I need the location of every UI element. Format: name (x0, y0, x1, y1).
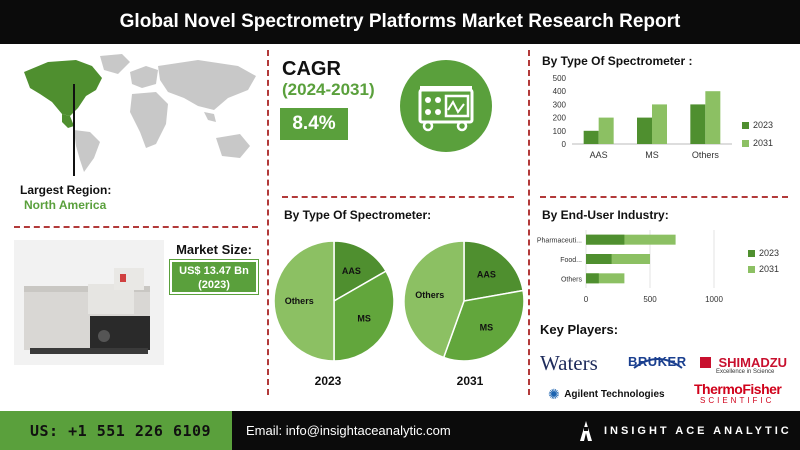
market-size-value: US$ 13.47 Bn (2023) (169, 259, 259, 295)
pie-title-2023: 2023 (314, 374, 342, 388)
market-size-amount: US$ 13.47 Bn (179, 265, 249, 277)
bar-ms-2031 (652, 104, 667, 144)
hbar-0-2023 (586, 234, 625, 245)
legend-swatch (748, 266, 755, 273)
pie-label: MS (480, 323, 494, 333)
world-map-icon (24, 54, 256, 172)
thermo-logo: ThermoFisher (694, 381, 782, 397)
pie-label: AAS (477, 269, 496, 279)
pie-label: MS (357, 313, 371, 323)
region-value: North America (24, 198, 107, 212)
pie-label: AAS (342, 266, 361, 276)
agilent-spark-icon: ✺ (548, 386, 560, 402)
footer-email[interactable]: Email: info@insightaceanalytic.com (232, 411, 800, 450)
hbar-2-2023 (586, 273, 599, 284)
legend-label: 2031 (759, 264, 779, 274)
bar-enduser-chart: 0 500 1000 Pharmaceuti... Food... Others 2023 2… (537, 230, 779, 304)
market-size-year: (2023) (198, 279, 230, 291)
agilent-name: Agilent Technologies (564, 389, 665, 400)
divider-right (528, 50, 530, 395)
page-title: Global Novel Spectrometry Platforms Mark… (0, 0, 800, 44)
bar-aas-2031 (598, 117, 614, 144)
hbar-2-2031 (586, 273, 625, 284)
cagr-years: (2024-2031) (282, 80, 375, 99)
y-tick-label: Food... (560, 257, 582, 264)
bar-enduser-title: By End-User Industry: (542, 208, 669, 222)
y-tick-label: 0 (562, 140, 567, 149)
legend-label: 2023 (759, 248, 779, 258)
y-tick-label: 400 (553, 87, 567, 96)
pie-slice-2031-others (403, 240, 465, 359)
shimadzu-mark-icon (700, 357, 711, 368)
x-tick-label: 1000 (705, 295, 723, 304)
waters-logo: Waters (540, 351, 598, 375)
instrument-illustration (14, 240, 164, 365)
pie-title-2031: 2031 (456, 374, 484, 388)
y-tick-label: 300 (553, 100, 567, 109)
legend-swatch (748, 250, 755, 257)
pies-title: By Type Of Spectrometer: (284, 208, 432, 222)
pie-label: Others (285, 296, 314, 306)
y-tick-label: Pharmaceuti... (537, 238, 582, 245)
x-tick-label: AAS (590, 150, 608, 160)
y-tick-label: 100 (553, 127, 567, 136)
agilent-logo: ✺ Agilent Technologies (548, 384, 665, 403)
shimadzu-logo: SHIMADZU (700, 354, 787, 372)
pie-slice-2023-aas (333, 240, 388, 303)
legend-label: 2023 (753, 120, 773, 130)
bar-aas-2023 (583, 130, 599, 144)
cagr-title: CAGR (282, 58, 341, 80)
footer: US: +1 551 226 6109 Email: info@insighta… (0, 411, 800, 450)
hbar-1-2031 (586, 254, 650, 264)
y-tick-label: 200 (553, 114, 567, 123)
shimadzu-name: SHIMADZU (718, 355, 788, 370)
shimadzu-tagline: Excellence in Science (716, 369, 775, 375)
legend-label: 2031 (753, 138, 773, 148)
footer-phone[interactable]: US: +1 551 226 6109 (0, 411, 232, 450)
footer-brand: INSIGHT ACE ANALYTIC (580, 411, 792, 450)
pie-slice-2023-others (273, 240, 335, 362)
bar-type-title: By Type Of Spectrometer : (542, 54, 693, 68)
legend-swatch (742, 140, 749, 147)
market-size-label: Market Size: (176, 242, 252, 257)
region-label: Largest Region: (20, 183, 112, 197)
pie-slice-2023-ms (333, 270, 395, 362)
bar-others-2023 (690, 104, 706, 144)
region-marker-line (73, 84, 75, 176)
pie-label: Others (415, 290, 444, 300)
footer-brand-name: INSIGHT ACE ANALYTIC (604, 424, 792, 437)
y-tick-label: 500 (553, 74, 567, 83)
bruker-logo-icon (633, 358, 683, 369)
x-tick-label: 0 (584, 295, 589, 304)
x-tick-label: 500 (643, 295, 657, 304)
legend-swatch (742, 122, 749, 129)
cagr-value: 8.4% (280, 108, 348, 140)
bar-others-2031 (705, 91, 721, 144)
thermo-logo-sub: SCIENTIFIC (700, 396, 775, 405)
y-tick-label: Others (561, 276, 583, 283)
pie-slice-2031-ms (442, 289, 525, 362)
hbar-0-2031 (586, 234, 676, 245)
x-tick-label: Others (692, 150, 720, 160)
spectrometer-icon (400, 60, 492, 152)
pies-chart: AAS MS Others AAS MS Others (273, 240, 525, 362)
bar-ms-2023 (637, 117, 652, 144)
divider-right-h (540, 196, 788, 198)
x-tick-label: MS (645, 150, 659, 160)
hbar-1-2023 (586, 254, 612, 264)
divider-mid-h (282, 196, 514, 198)
bar-type-chart: 0 100 200 300 400 500 AAS MS Others 2023 2031 (553, 74, 773, 160)
brand-logo-icon (580, 420, 592, 441)
pie-slice-2031-aas (463, 240, 524, 302)
key-players-title: Key Players: (540, 322, 619, 337)
divider-left (267, 50, 269, 395)
bruker-logo: BRUKER (628, 354, 687, 369)
divider-left-h (14, 226, 258, 228)
